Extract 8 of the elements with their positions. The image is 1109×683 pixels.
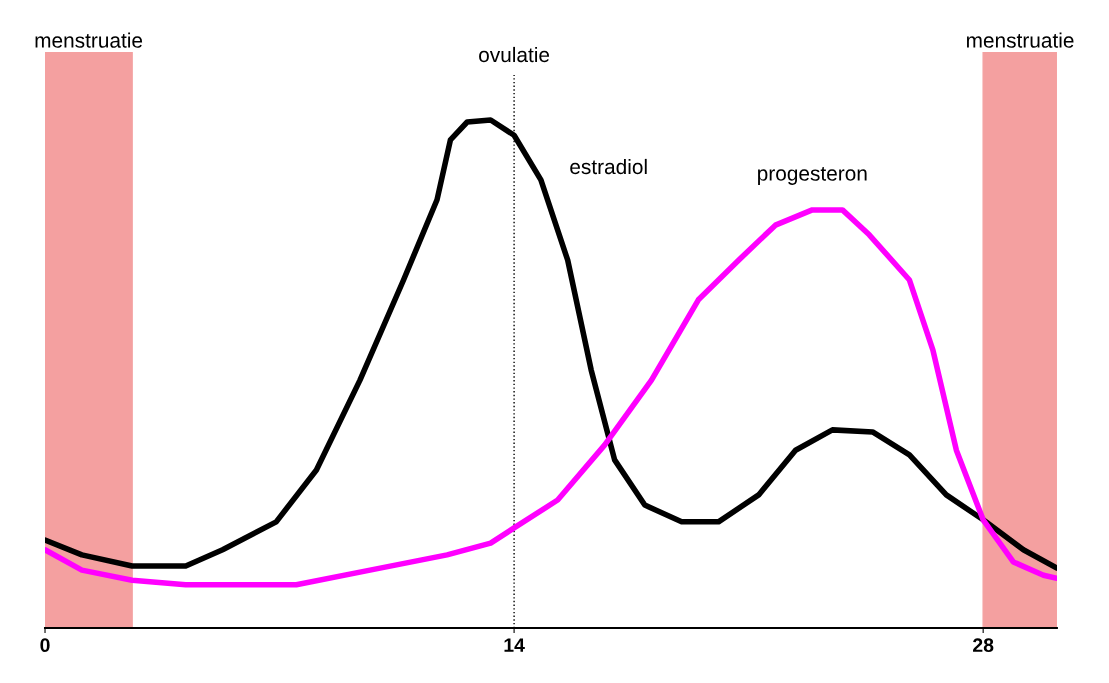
series-label: estradiol — [570, 158, 647, 175]
ref-line-label: ovulatie — [479, 46, 550, 63]
x-tick-label: 28 — [973, 638, 994, 653]
series-label: progesteron — [758, 167, 867, 185]
band-label: menstruatie — [966, 32, 1074, 48]
x-tick-label: 0 — [40, 638, 50, 653]
band-label: menstruatie — [35, 32, 143, 48]
x-tick-label: 14 — [504, 638, 525, 652]
